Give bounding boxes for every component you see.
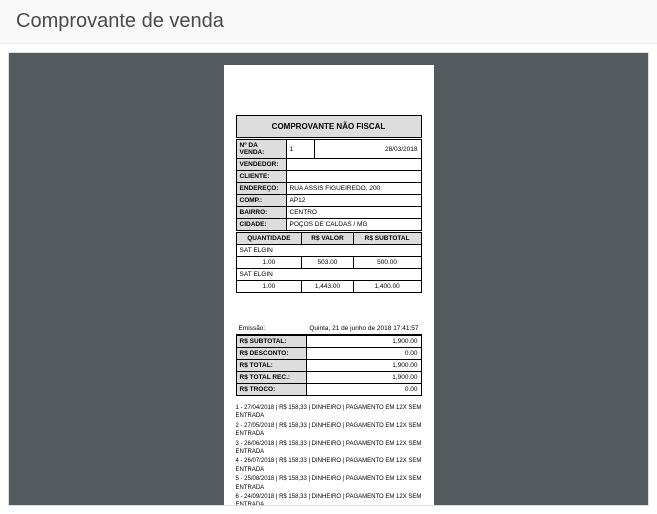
col-val: R$ VALOR (302, 233, 353, 245)
client-label: CLIENTE: (236, 171, 286, 183)
client-value (286, 171, 421, 183)
seller-value (286, 159, 421, 171)
emission-value: Quinta, 21 de junho de 2018 17:41:57 (309, 325, 418, 332)
totalrec-value: 1,900.00 (306, 372, 421, 384)
emission-row: Emissão: Quinta, 21 de junho de 2018 17:… (236, 323, 422, 335)
col-sub: R$ SUBTOTAL (353, 233, 421, 245)
subtotal-value: 1,900.00 (306, 336, 421, 348)
installment-row: 6 - 24/09/2018 | R$ 158,33 | DINHEIRO | … (236, 493, 422, 506)
item-sub: 1,400.00 (353, 281, 421, 293)
item-val: 1,443.00 (302, 281, 353, 293)
item-name: SAT ELGIN (236, 269, 421, 281)
change-label: R$ TROCO: (236, 384, 306, 396)
pdf-viewer[interactable]: COMPROVANTE NÃO FISCAL Nº DA VENDA: 1 28… (8, 52, 649, 506)
district-label: BAIRRO: (236, 207, 286, 219)
receipt-header: COMPROVANTE NÃO FISCAL (236, 115, 422, 138)
address-value: RUA ASSIS FIGUEIREDO, 200 (286, 183, 421, 195)
sale-date: 28/03/2018 (315, 140, 421, 159)
district-value: CENTRO (286, 207, 421, 219)
page-title: Comprovante de venda (0, 0, 657, 44)
sale-no-label: Nº DA VENDA: (236, 140, 286, 159)
item-name: SAT ELGIN (236, 245, 421, 257)
totalrec-label: R$ TOTAL REC.: (236, 372, 306, 384)
change-value: 0.00 (306, 384, 421, 396)
installment-row: 3 - 26/06/2018 | R$ 158,33 | DINHEIRO | … (236, 440, 422, 457)
installment-row: 5 - 25/08/2018 | R$ 158,33 | DINHEIRO | … (236, 475, 422, 492)
city-value: POÇOS DE CALDAS / MG (286, 219, 421, 231)
city-label: CIDADE: (236, 219, 286, 231)
installment-row: 2 - 27/05/2018 | R$ 158,33 | DINHEIRO | … (236, 422, 422, 439)
item-qty: 1.00 (236, 257, 302, 269)
discount-label: R$ DESCONTO: (236, 348, 306, 360)
installment-row: 1 - 27/04/2018 | R$ 158,33 | DINHEIRO | … (236, 404, 422, 421)
comp-label: COMP.: (236, 195, 286, 207)
installments-list: 1 - 27/04/2018 | R$ 158,33 | DINHEIRO | … (236, 404, 422, 506)
viewer-frame: COMPROVANTE NÃO FISCAL Nº DA VENDA: 1 28… (0, 44, 657, 514)
totals-table: R$ SUBTOTAL:1,900.00 R$ DESCONTO:0.00 R$… (236, 335, 422, 396)
comp-value: AP12 (286, 195, 421, 207)
installment-row: 4 - 26/07/2018 | R$ 158,33 | DINHEIRO | … (236, 457, 422, 474)
sale-no-value: 1 (286, 140, 315, 159)
address-label: ENDEREÇO: (236, 183, 286, 195)
total-label: R$ TOTAL: (236, 360, 306, 372)
col-qty: QUANTIDADE (236, 233, 302, 245)
item-val: 503.00 (302, 257, 353, 269)
info-table: Nº DA VENDA: 1 28/03/2018 VENDEDOR: CLIE… (236, 139, 422, 231)
items-table: QUANTIDADE R$ VALOR R$ SUBTOTAL SAT ELGI… (236, 232, 422, 293)
discount-value: 0.00 (306, 348, 421, 360)
item-sub: 500.00 (353, 257, 421, 269)
emission-label: Emissão: (239, 325, 266, 332)
total-value: 1,900.00 (306, 360, 421, 372)
seller-label: VENDEDOR: (236, 159, 286, 171)
subtotal-label: R$ SUBTOTAL: (236, 336, 306, 348)
item-qty: 1.00 (236, 281, 302, 293)
receipt-page: COMPROVANTE NÃO FISCAL Nº DA VENDA: 1 28… (224, 65, 434, 506)
